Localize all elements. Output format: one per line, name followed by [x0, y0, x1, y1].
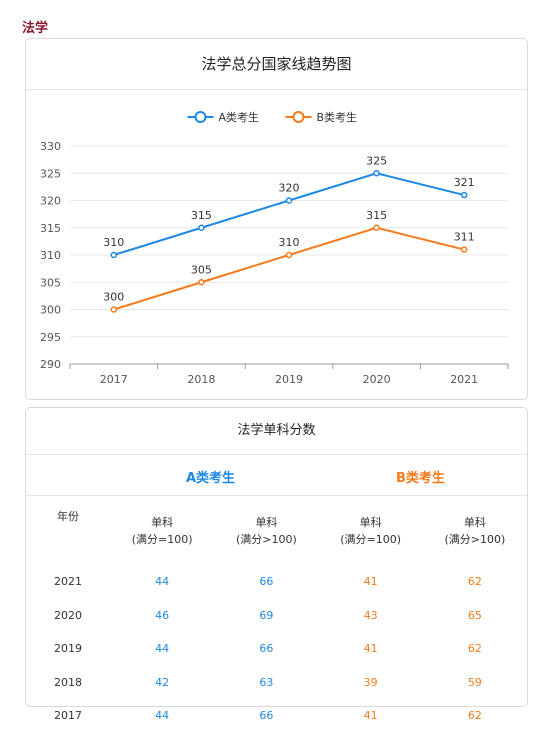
y-tick-label: 310	[40, 249, 61, 262]
col-header: 单科 (满分=100)	[131, 515, 193, 546]
y-tick-label: 330	[40, 140, 61, 153]
table-row: 2017 44 66 41 62	[26, 699, 527, 733]
y-tick-label: 305	[40, 276, 61, 289]
y-tick-label: 290	[40, 358, 61, 371]
b-score-cell: 62	[467, 709, 482, 723]
a-score-cell: 46	[155, 608, 170, 622]
a-score-cell: 44	[155, 575, 170, 589]
table-header-row: 年份 单科 (满分=100) 单科 (满分>100) 单科 (满分=100) 单科 (满…	[26, 496, 527, 565]
table-row: 2021 44 66 41 62	[26, 565, 527, 599]
legend-label: A类考生	[219, 110, 260, 124]
group-header-row: A类考生 B类考生	[26, 455, 527, 496]
year-cell: 2017	[54, 709, 82, 723]
legend-label: B类考生	[317, 110, 358, 124]
b-score-cell: 65	[467, 608, 482, 622]
data-label: 315	[366, 209, 387, 222]
y-tick-label: 320	[40, 195, 61, 208]
a-score-cell: 63	[259, 675, 274, 689]
b-score-cell: 62	[467, 575, 482, 589]
x-tick-label: 2021	[450, 373, 478, 386]
table-row: 2019 44 66 41 62	[26, 632, 527, 666]
legend-marker	[194, 111, 207, 123]
data-point	[285, 251, 293, 259]
data-label: 321	[454, 176, 475, 189]
data-point	[110, 306, 118, 313]
y-tick-label: 295	[40, 331, 61, 344]
score-table: 年份 单科 (满分=100) 单科 (满分>100) 单科 (满分=100) 单科 (满…	[26, 496, 527, 733]
score-table-card: 法学单科分数 A类考生 B类考生 年份 单科 (满分=100) 单科 (满分>100…	[25, 407, 528, 722]
data-point	[373, 170, 380, 177]
b-score-cell: 41	[363, 575, 378, 589]
x-tick-label: 2017	[100, 373, 128, 386]
year-cell: 2021	[54, 575, 82, 589]
data-label: 315	[191, 209, 212, 222]
data-label: 325	[366, 154, 387, 167]
b-score-cell: 39	[363, 675, 378, 689]
data-label: 310	[279, 236, 300, 249]
group-b-label: B类考生	[396, 471, 445, 486]
b-score-cell: 59	[467, 675, 482, 689]
b-score-cell: 41	[363, 642, 378, 656]
y-tick-label: 315	[40, 222, 61, 235]
year-cell: 2018	[54, 675, 82, 689]
a-score-cell: 42	[155, 675, 170, 689]
data-label: 311	[454, 231, 475, 244]
data-point	[110, 251, 118, 259]
table-row: 2018 42 63 39 59	[26, 666, 527, 700]
group-a-label: A类考生	[186, 471, 236, 486]
b-score-cell: 41	[363, 709, 378, 723]
a-score-cell: 66	[259, 709, 274, 723]
a-score-cell: 66	[259, 575, 274, 589]
a-score-cell: 44	[155, 642, 170, 656]
data-label: 320	[279, 182, 300, 195]
data-label: 310	[103, 236, 124, 249]
data-label: 305	[191, 263, 212, 276]
b-score-cell: 62	[467, 642, 482, 656]
data-label: 300	[103, 291, 124, 304]
a-score-cell: 44	[155, 709, 170, 723]
data-point	[285, 197, 293, 204]
col-header: 单科 (满分>100)	[444, 515, 506, 546]
col-header: 单科 (满分>100)	[235, 515, 297, 546]
legend-marker	[292, 111, 305, 123]
b-score-cell: 43	[363, 608, 378, 622]
x-tick-label: 2020	[363, 373, 391, 386]
y-tick-label: 325	[40, 167, 61, 180]
page-label: 法学	[22, 21, 49, 36]
table-row: 2020 46 69 43 65	[26, 599, 527, 633]
table-title: 法学单科分数	[26, 408, 527, 455]
data-point	[460, 246, 468, 253]
chart-card: 法学总分国家线趋势图 290 295 300 305 310 315 320 325 330 20…	[25, 38, 528, 400]
year-cell: 2019	[54, 642, 82, 656]
y-tick-label: 300	[40, 304, 61, 317]
line-chart: 290 295 300 305 310 315 320 325 330 2017 2018 2019 2…	[40, 110, 509, 386]
x-tick-label: 2018	[187, 373, 215, 386]
data-point	[198, 279, 205, 286]
year-cell: 2020	[54, 608, 82, 622]
a-score-cell: 69	[259, 608, 274, 622]
data-point	[373, 224, 380, 231]
data-point	[460, 191, 468, 199]
col-header: 单科 (满分=100)	[340, 515, 402, 546]
x-tick-label: 2019	[275, 373, 303, 386]
data-point	[198, 224, 205, 231]
chart-title: 法学总分国家线趋势图	[26, 39, 527, 90]
year-header: 年份	[57, 510, 79, 523]
a-score-cell: 66	[259, 642, 274, 656]
